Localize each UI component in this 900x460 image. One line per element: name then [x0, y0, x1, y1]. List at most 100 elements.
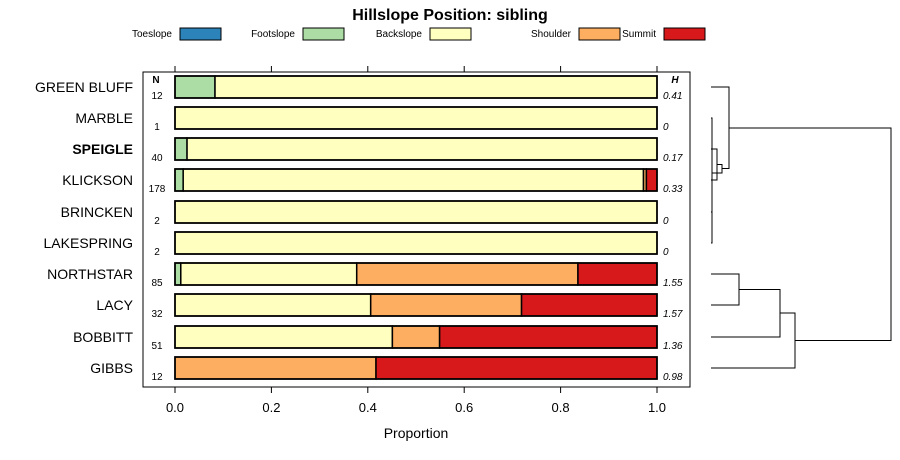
bar-segment-northstar-summit [577, 262, 658, 286]
category-label-northstar: NORTHSTAR [47, 266, 133, 282]
bar-klickson [174, 168, 658, 192]
h-value-speigle: 0.17 [663, 153, 683, 164]
bar-segment-northstar-footslope [174, 262, 182, 286]
bar-outline-gibbs [174, 356, 658, 380]
h-value-lakespring: 0 [663, 247, 669, 258]
legend-label-toeslope: Toeslope [132, 29, 172, 40]
category-label-lacy: LACY [96, 297, 133, 313]
h-value-lacy: 1.57 [663, 309, 683, 320]
category-label-bobbitt: BOBBITT [73, 329, 133, 345]
category-label-lakespring: LAKESPRING [44, 235, 133, 251]
bar-segment-speigle-footslope [174, 137, 188, 161]
dendrogram-branch-7 [711, 289, 781, 338]
legend-swatch-backslope [429, 27, 472, 41]
h-value-northstar: 1.55 [663, 278, 683, 289]
h-value-gibbs: 0.98 [663, 372, 683, 383]
bar-segment-bobbitt-backslope [174, 325, 394, 349]
bar-segment-gibbs-shoulder [174, 356, 377, 380]
n-value-speigle: 40 [151, 153, 163, 164]
bar-outline-speigle [174, 137, 658, 161]
bar-outline-lakespring [174, 231, 658, 255]
bar-segment-bobbitt-summit [438, 325, 658, 349]
bar-marble [174, 106, 658, 130]
bar-gibbs [174, 356, 658, 380]
x-tick-label: 1.0 [648, 400, 666, 415]
category-label-brincken: BRINCKEN [61, 204, 133, 220]
legend-label-shoulder: Shoulder [531, 29, 572, 40]
bar-lakespring [174, 231, 658, 255]
bar-segment-marble-backslope [174, 106, 658, 130]
bar-segment-green-bluff-footslope [174, 75, 216, 99]
category-label-gibbs: GIBBS [90, 360, 133, 376]
legend-swatch-footslope [302, 27, 345, 41]
category-label-klickson: KLICKSON [62, 172, 133, 188]
bar-segment-brincken-backslope [174, 200, 658, 224]
bar-segment-northstar-shoulder [355, 262, 579, 286]
bar-green-bluff [174, 75, 658, 99]
dendrogram-branch-6 [711, 273, 740, 306]
category-label-marble: MARBLE [75, 110, 133, 126]
bar-speigle [174, 137, 658, 161]
category-label-speigle: SPEIGLE [72, 141, 133, 157]
bar-segment-klickson-summit [645, 168, 658, 192]
h-value-brincken: 0 [663, 216, 669, 227]
h-header: H [671, 75, 679, 86]
x-axis-label: Proportion [384, 425, 449, 441]
n-header: N [152, 75, 159, 86]
bar-segment-gibbs-summit [375, 356, 658, 380]
h-value-green-bluff: 0.41 [663, 91, 682, 102]
dendrogram [711, 86, 892, 369]
n-value-northstar: 85 [151, 278, 163, 289]
plot-panel [142, 71, 691, 388]
bar-brincken [174, 200, 658, 224]
panel-frame [142, 71, 691, 388]
dendrogram-branch-9 [729, 127, 892, 341]
x-tick-label: 0.4 [359, 400, 377, 415]
x-tick-label: 0.8 [552, 400, 570, 415]
bar-segment-northstar-backslope [180, 262, 358, 286]
bar-segment-lacy-summit [520, 293, 658, 317]
n-value-gibbs: 12 [151, 372, 163, 383]
h-value-klickson: 0.33 [663, 184, 683, 195]
legend-label-footslope: Footslope [251, 29, 295, 40]
bars [174, 75, 658, 380]
bar-segment-green-bluff-backslope [214, 75, 658, 99]
x-axis: 0.0 0.2 0.4 0.6 0.8 1.0 [166, 66, 666, 415]
bar-outline-bobbitt [174, 325, 658, 349]
bar-outline-green-bluff [174, 75, 658, 99]
bar-outline-northstar [174, 262, 658, 286]
n-value-green-bluff: 12 [151, 91, 163, 102]
bar-segment-klickson-backslope [182, 168, 645, 192]
category-label-green-bluff: GREEN BLUFF [35, 79, 133, 95]
dendrogram-branch-8 [711, 312, 796, 369]
dendrogram-branch-3 [711, 117, 713, 228]
n-value-lacy: 32 [151, 309, 163, 320]
x-tick-label: 0.0 [166, 400, 184, 415]
legend-swatch-toeslope [179, 27, 222, 41]
bar-outline-klickson [174, 168, 658, 192]
legend-label-backslope: Backslope [376, 29, 423, 40]
bar-segment-klickson-footslope [174, 168, 184, 192]
bar-segment-bobbitt-shoulder [391, 325, 441, 349]
bar-outline-marble [174, 106, 658, 130]
h-value-bobbitt: 1.36 [663, 341, 683, 352]
legend-label-summit: Summit [622, 29, 656, 40]
bar-segment-lakespring-backslope [174, 231, 658, 255]
x-tick-label: 0.2 [262, 400, 280, 415]
n-value-lakespring: 2 [154, 247, 160, 258]
bar-segment-lacy-backslope [174, 293, 372, 317]
legend-swatch-shoulder [578, 27, 621, 41]
n-value-klickson: 178 [149, 184, 166, 195]
dendrogram-branch-5 [711, 86, 730, 169]
x-tick-label: 0.6 [455, 400, 473, 415]
h-value-marble: 0 [663, 122, 669, 133]
bar-outline-lacy [174, 293, 658, 317]
bar-segment-lacy-shoulder [369, 293, 523, 317]
chart-title: Hillslope Position: sibling [352, 7, 548, 24]
legend: Toeslope Footslope Backslope Shoulder Summit [132, 27, 706, 41]
n-value-bobbitt: 51 [151, 341, 163, 352]
bar-bobbitt [174, 325, 658, 349]
bar-lacy [174, 293, 658, 317]
bar-segment-speigle-backslope [186, 137, 658, 161]
